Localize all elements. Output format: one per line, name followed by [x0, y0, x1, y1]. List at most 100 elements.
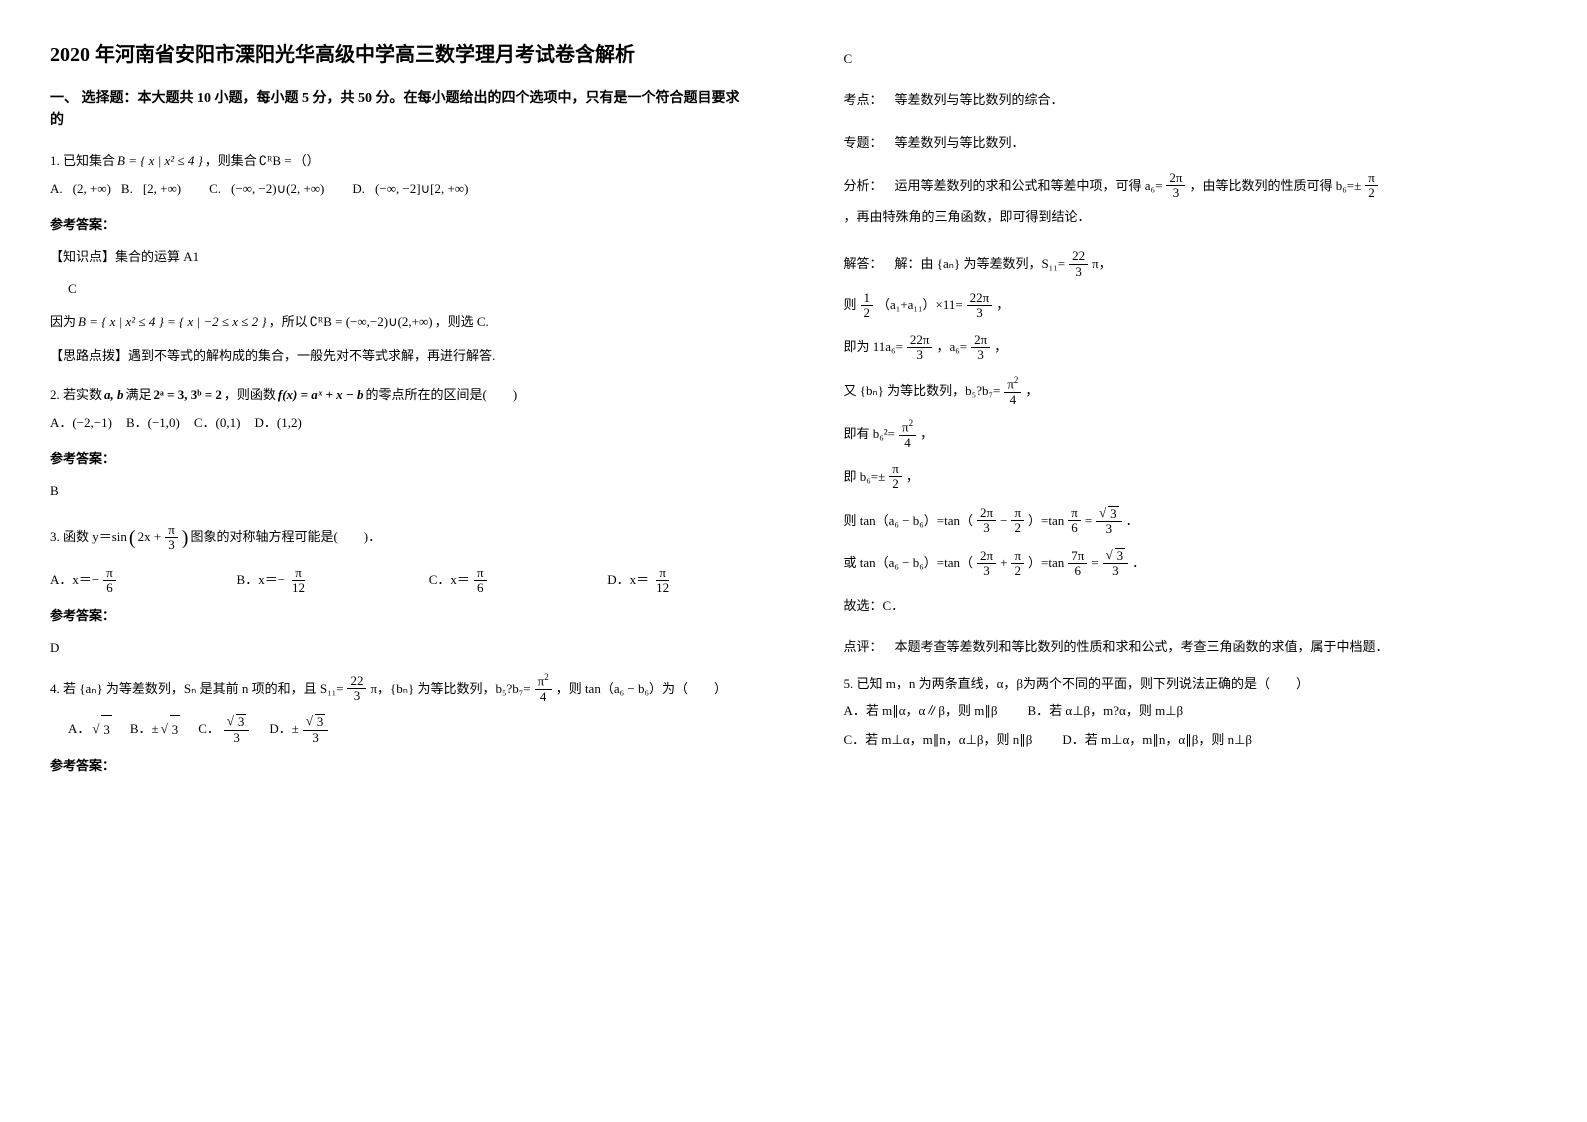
q4-solve5-suffix: ， [920, 420, 933, 449]
q4-solve2-res: 22π3 [967, 291, 993, 321]
q1-set-expr: B = { x | x² ≤ 4 } [117, 147, 203, 176]
q4-solve7-eq: = [1085, 507, 1092, 536]
q1-tip: 【思路点拨】遇到不等式的解构成的集合，一般先对不等式求解，再进行解答. [50, 343, 744, 369]
q4-optb-prefix: B．± [130, 715, 159, 744]
q4-solve6-prefix: 即 b₆=± [844, 463, 886, 492]
q5-opt-a: A．若 m∥α，α∥β，则 m∥β [844, 697, 998, 726]
q4-solve8-f3: 7π6 [1068, 549, 1087, 579]
q4-solve3-prefix: 即为 11a₆= [844, 333, 903, 362]
q1-answer-letter: C [68, 276, 744, 302]
q1-label-a: A. [50, 175, 63, 204]
q1-because-mid: ，所以 [269, 308, 308, 337]
q4-analysis-label: 分析： [844, 172, 883, 201]
q4-solve8-prefix: 或 tan（a₆ − b₆）=tan（ [844, 549, 974, 578]
q4-analysis-frac2: π2 [1365, 171, 1378, 201]
question-1: 1. 已知集合 B = { x | x² ≤ 4 } ，则集合 ∁ᴿB = （）… [50, 147, 744, 369]
q4-solve5-prefix: 即有 b₆²= [844, 420, 896, 449]
q4-solve4-suffix: ， [1025, 377, 1038, 406]
q3-suffix: 图象的对称轴方程可能是( )． [190, 523, 381, 552]
q4-solve7-mid2: ）=tan [1028, 507, 1064, 536]
q1-opt-b: [2, +∞) [143, 175, 181, 204]
q4-optc-frac: 33 [224, 714, 250, 745]
q4-solve8-f1: 2π3 [977, 549, 996, 579]
q4-solve8-eq: = [1091, 549, 1098, 578]
q2-vars: a, b [104, 381, 124, 410]
q4-solve8-f4: 33 [1103, 548, 1129, 579]
q5-opt-b: B．若 α⊥β，m?α，则 m⊥β [1027, 697, 1183, 726]
q4-special-label: 专题： [844, 129, 883, 158]
question-5: 5. 已知 m，n 为两条直线，α，β为两个不同的平面，则下列说法正确的是（ ）… [844, 671, 1538, 754]
q4-solve8-mid2: ）=tan [1028, 549, 1064, 578]
q2-mid2: ，则函数 [224, 381, 276, 410]
q1-because-prefix: 因为 [50, 308, 76, 337]
q3-pi3: π3 [165, 523, 178, 553]
q4-solve2-prefix: 则 [844, 291, 857, 320]
question-2: 2. 若实数 a, b 满足 2ᵃ = 3, 3ᵇ = 2 ，则函数 f(x) … [50, 381, 744, 504]
q4-optd-prefix: D．± [269, 715, 299, 744]
q2-opt-c: C．(0,1) [194, 409, 241, 438]
q3-optb-prefix: B．x＝− [237, 566, 286, 595]
q4-solve3-f2: 2π3 [971, 333, 990, 363]
q3-opta-frac: π6 [103, 566, 116, 596]
q4-comment-text: 本题考查等差数列和等比数列的性质和求和公式，考查三角函数的求值，属于中档题． [895, 633, 1389, 662]
q1-because-result: ∁ᴿB = (−∞,−2)∪(2,+∞) [310, 308, 433, 337]
q2-prefix: 2. 若实数 [50, 381, 102, 410]
q1-opt-c: (−∞, −2)∪(2, +∞) [231, 175, 324, 204]
q4-solve8-mid: + [1000, 549, 1007, 578]
question-3: 3. 函数 y＝sin ( 2x + π3 ) 图象的对称轴方程可能是( )． … [50, 516, 744, 662]
q4-solve-label: 解答： [844, 250, 883, 279]
q4-solve8-suffix: ． [1132, 549, 1145, 578]
left-page: 2020 年河南省安阳市溧阳光华高级中学高三数学理月考试卷含解析 一、 选择题：… [0, 0, 794, 1122]
q2-func: f(x) = aˣ + x − b [278, 381, 364, 410]
q3-prefix: 3. 函数 y＝sin [50, 523, 127, 552]
q4-solve7-suffix: ． [1126, 507, 1139, 536]
q4-solve7-f4: 33 [1096, 506, 1122, 537]
q4-solve3-f1: 22π3 [907, 333, 933, 363]
q3-answer-letter: D [50, 635, 744, 661]
q3-optc-prefix: C．x＝ [429, 566, 470, 595]
q4-solve2-mid: （a₁+a₁₁）×11= [877, 291, 963, 320]
q2-answer-label: 参考答案： [50, 446, 744, 472]
right-page: C 考点： 等差数列与等比数列的综合． 专题： 等差数列与等比数列． 分析： 运… [794, 0, 1587, 1122]
q3-optd-prefix: D．x＝ [607, 566, 649, 595]
q2-mid1: 满足 [126, 381, 152, 410]
q1-label-b: B. [121, 175, 133, 204]
question-4: 4. 若 {aₙ} 为等差数列，Sₙ 是其前 n 项的和，且 S₁₁= 223 … [50, 673, 744, 779]
q1-because-expr: B = { x | x² ≤ 4 } = { x | −2 ≤ x ≤ 2 } [78, 308, 267, 337]
q4-analysis-2: ，由等比数列的性质可得 b₆=± [1189, 172, 1361, 201]
q4-solve2-half: 12 [861, 291, 874, 321]
q4-solve3-suffix: ， [994, 333, 1007, 362]
q4-conclusion: 故选：C． [844, 593, 1538, 619]
q4-analysis-1: 运用等差数列的求和公式和等差中项，可得 a₆= [895, 172, 1163, 201]
q2-suffix: 的零点所在的区间是( ) [365, 381, 517, 410]
q3-optb-frac: π12 [289, 566, 308, 596]
q4-optd-frac: 33 [303, 714, 329, 745]
exam-title: 2020 年河南省安阳市溧阳光华高级中学高三数学理月考试卷含解析 [50, 40, 744, 70]
q4-topic-text: 等差数列与等比数列的综合． [895, 86, 1064, 115]
q4-solve7-mid: − [1000, 507, 1007, 536]
q4-solve5-frac: π24 [899, 419, 916, 450]
q1-complement: ∁ᴿB = [259, 147, 292, 176]
q1-prefix: 1. 已知集合 [50, 147, 115, 176]
q4-solve4-prefix: 又 {bₙ} 为等比数列，b₅?b₇= [844, 377, 1001, 406]
q4-answer-label: 参考答案： [50, 753, 744, 779]
q4-solve7-f1: 2π3 [977, 506, 996, 536]
q2-cond: 2ᵃ = 3, 3ᵇ = 2 [154, 381, 222, 410]
q3-opta-prefix: A．x＝− [50, 566, 99, 595]
q4-b5b7-frac: π24 [535, 673, 552, 704]
q4-analysis-frac1: 2π3 [1166, 171, 1185, 201]
q4-optc-prefix: C． [198, 715, 220, 744]
q2-opt-d: D．(1,2) [254, 409, 301, 438]
q4-solve7-f2: π2 [1011, 506, 1024, 536]
q2-opt-a: A．(−2,−1) [50, 409, 112, 438]
q4-optb-sqrt: 3 [170, 715, 181, 745]
q4-solve7-f3: π6 [1068, 506, 1081, 536]
q1-knowledge: 【知识点】集合的运算 A1 [50, 244, 744, 270]
q4-solve3-mid: ，a₆= [936, 333, 967, 362]
q5-text: 5. 已知 m，n 为两条直线，α，β为两个不同的平面，则下列说法正确的是（ ） [844, 671, 1538, 697]
q4-topic-label: 考点： [844, 86, 883, 115]
q2-answer-letter: B [50, 478, 744, 504]
q3-arg-inner: 2x + [138, 523, 162, 552]
q1-opt-d: (−∞, −2]∪[2, +∞) [375, 175, 468, 204]
q3-optd-frac: π12 [653, 566, 672, 596]
